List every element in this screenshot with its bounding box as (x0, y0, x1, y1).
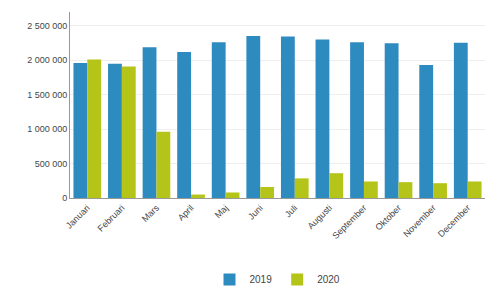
svg-text:Juni: Juni (246, 203, 265, 222)
svg-text:April: April (176, 203, 196, 223)
svg-text:November: November (401, 203, 437, 239)
svg-text:500 000: 500 000 (35, 159, 68, 169)
svg-text:Februari: Februari (96, 203, 127, 234)
svg-text:Juli: Juli (283, 203, 300, 220)
svg-text:September: September (330, 203, 368, 241)
svg-text:December: December (436, 203, 472, 239)
svg-text:2 000 000: 2 000 000 (27, 55, 67, 65)
svg-text:Januari: Januari (64, 203, 92, 231)
svg-text:2020: 2020 (317, 274, 340, 285)
svg-text:Oktober: Oktober (373, 203, 403, 233)
svg-text:2019: 2019 (250, 274, 273, 285)
svg-text:Maj: Maj (213, 203, 230, 220)
svg-text:0: 0 (62, 193, 67, 203)
svg-text:Augusti: Augusti (306, 203, 334, 231)
svg-text:1 000 000: 1 000 000 (27, 124, 67, 134)
svg-text:Mars: Mars (140, 202, 162, 224)
svg-text:1 500 000: 1 500 000 (27, 90, 67, 100)
svg-text:2 500 000: 2 500 000 (27, 21, 67, 31)
